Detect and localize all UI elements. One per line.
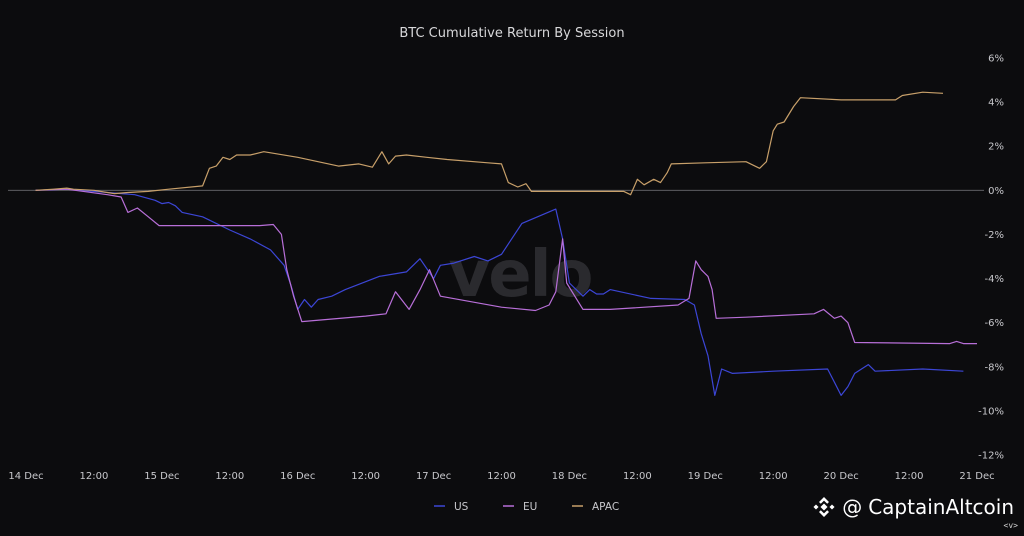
x-tick-label: 12:00 [623,471,652,482]
x-tick-label: 12:00 [759,471,788,482]
legend-item-apac[interactable]: APAC [572,501,619,513]
y-tick-label: -2% [985,230,1004,241]
series-line-apac [35,91,944,196]
x-axis: 14 Dec 12:00 15 Dec 12:00 16 Dec 12:00 17 Dec 1… [8,471,994,482]
credit-sub: <v> [1003,521,1018,530]
y-tick-label: 2% [988,142,1004,153]
x-tick-label: 20 Dec [824,471,859,482]
x-tick-label: 12:00 [487,471,516,482]
chart-title: BTC Cumulative Return By Session [399,26,624,41]
y-tick-label: -4% [985,274,1004,285]
x-tick-label: 15 Dec [144,471,179,482]
legend-item-eu[interactable]: EU [503,501,537,513]
legend[interactable]: US EU APAC [434,501,619,513]
x-tick-label: 17 Dec [416,471,451,482]
x-tick-label: 21 Dec [959,471,994,482]
credit-at: @ [842,495,863,519]
binance-logo-icon [813,497,835,517]
legend-label: US [454,501,469,513]
y-axis: 6% 4% 2% 0% -2% -4% -6% -8% -10% -12% [978,54,1004,462]
x-tick-label: 14 Dec [8,471,43,482]
x-tick-label: 12:00 [215,471,244,482]
legend-label: EU [523,501,537,513]
y-tick-label: -8% [985,362,1004,373]
y-tick-label: -12% [978,451,1004,462]
series-line-us [35,188,964,396]
y-tick-label: 6% [988,54,1004,65]
x-tick-label: 19 Dec [688,471,723,482]
watermark: velo [448,238,591,312]
legend-label: APAC [592,501,619,513]
series-layer [35,91,977,396]
y-tick-label: -6% [985,318,1004,329]
y-tick-label: -10% [978,406,1004,417]
series-line-eu [35,188,977,345]
credit-handle: CaptainAltcoin [868,495,1014,519]
legend-item-us[interactable]: US [434,501,469,513]
x-tick-label: 12:00 [351,471,380,482]
x-tick-label: 12:00 [895,471,924,482]
x-tick-label: 18 Dec [552,471,587,482]
y-tick-label: 4% [988,98,1004,109]
y-tick-label: 0% [988,186,1004,197]
credit: @ CaptainAltcoin [812,495,1014,519]
x-tick-label: 16 Dec [280,471,315,482]
x-tick-label: 12:00 [80,471,109,482]
